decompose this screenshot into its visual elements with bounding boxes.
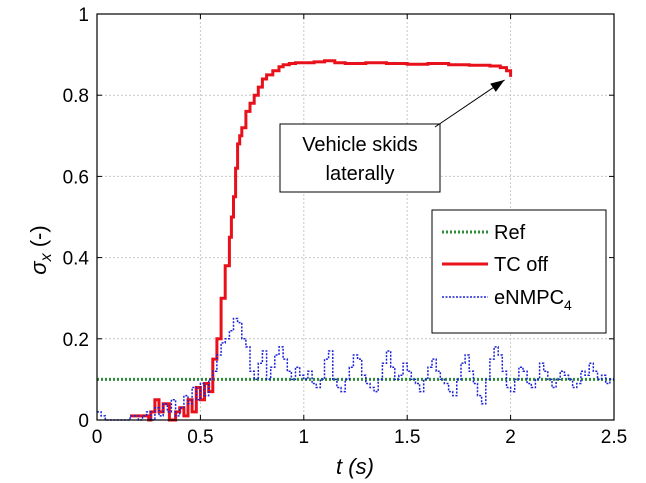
y-tick-label: 1: [78, 5, 89, 26]
y-tick-label: 0.6: [63, 167, 89, 188]
x-tick-label: 1: [299, 427, 310, 448]
y-axis-title: σx (-): [26, 225, 55, 274]
annotation-box: [279, 123, 441, 193]
plot-area-series: [97, 59, 614, 422]
annotation-line-1: Vehicle skids: [302, 134, 418, 156]
x-tick-label: 2.5: [601, 427, 627, 448]
axes-frame: [96, 13, 615, 421]
x-tick-label: 0: [92, 427, 103, 448]
x-tick-label: 0.5: [187, 427, 213, 448]
y-axis-title-subscript: x: [38, 252, 55, 262]
series-enmpc-line: [97, 317, 614, 421]
y-tick-label: 0.8: [63, 86, 89, 107]
annotation-arrowhead: [490, 79, 505, 92]
legend-label-enmpc: eNMPC4: [494, 287, 572, 313]
x-tick-label: 1.5: [394, 427, 420, 448]
legend-label-enmpc-subscript: 4: [564, 297, 572, 313]
ticks: 0 0.5 1 1.5 2 2.5 0 0.2 0.4 0.6 0.8 1: [63, 5, 628, 448]
y-tick-label: 0.4: [63, 249, 90, 270]
y-tick-label: 0.2: [63, 330, 89, 351]
annotation-line-2: laterally: [326, 163, 395, 185]
y-tick-label: 0: [78, 411, 89, 432]
x-tick-label: 2: [505, 427, 516, 448]
legend-label-ref: Ref: [494, 222, 526, 244]
annotation-arrow: [434, 79, 505, 128]
legend: Ref TC off eNMPC4: [431, 209, 607, 334]
legend-box: [431, 209, 607, 334]
legend-label-tc-off: TC off: [494, 254, 549, 276]
x-axis-title: t (s): [336, 454, 374, 479]
annotation: Vehicle skids laterally: [279, 79, 505, 193]
